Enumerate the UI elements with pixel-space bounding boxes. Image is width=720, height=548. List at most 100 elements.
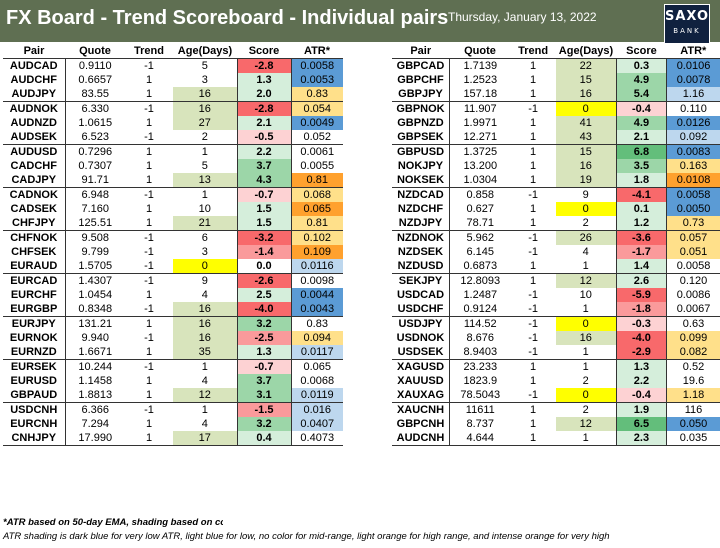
pair-cell: NOKJPY [392, 159, 450, 173]
quote-cell: 23.233 [463, 361, 498, 373]
age-cell: 16 [173, 316, 238, 331]
pair-cell: AUDNOK [3, 101, 66, 116]
quote-cell: 6.366 [81, 404, 110, 416]
trend-cell: 1 [530, 404, 537, 416]
score-cell: 0.4 [237, 431, 292, 446]
atr-cell: 0.050 [666, 417, 720, 431]
score-cell: 3.2 [237, 417, 292, 431]
atr-cell: 0.052 [291, 130, 343, 145]
atr-cell: 0.0055 [300, 160, 335, 172]
trend-cell: -1 [528, 332, 538, 344]
atr-cell: 0.73 [666, 216, 720, 231]
score-cell: 1.3 [616, 359, 668, 374]
atr-cell: 0.057 [666, 230, 720, 245]
score-cell: 5.4 [616, 87, 668, 102]
trend-cell: 1 [530, 74, 537, 86]
score-cell: 2.2 [616, 374, 668, 388]
score-cell: -0.7 [237, 359, 292, 374]
pair-cell: AUDCAD [3, 58, 66, 73]
score-cell: 3.5 [616, 159, 668, 173]
score-cell: 1.3 [237, 345, 292, 360]
trend-cell: -1 [510, 302, 556, 317]
age-cell: 12 [173, 388, 238, 403]
trend-cell: 1 [530, 146, 537, 158]
trend-cell: -1 [144, 332, 154, 344]
score-cell: -0.3 [616, 316, 668, 331]
trend-cell: 1 [530, 160, 537, 172]
score-cell: 1.4 [616, 259, 668, 274]
quote-cell: 12.8093 [460, 275, 501, 287]
table-row: NZDCHF 0.627 1 0 0.1 0.0050 [392, 202, 720, 216]
table-row: EURNOK 9.940 -1 16 -2.5 0.094 [3, 331, 343, 345]
trend-cell: 1 [125, 388, 173, 403]
trend-cell: -1 [528, 289, 538, 301]
quote-cell: 1.2523 [463, 74, 498, 86]
pair-cell: GBPSEK [392, 130, 450, 145]
age-cell: 2 [555, 402, 617, 417]
pair-cell: CHFSEK [3, 245, 66, 259]
quote-cell: 8.9403 [449, 345, 511, 360]
pair-cell: EURCAD [3, 273, 66, 288]
pair-cell: CADCHF [3, 159, 66, 173]
age-cell: 16 [555, 87, 617, 102]
pair-cell: GBPUSD [392, 144, 450, 159]
age-cell: 16 [173, 302, 238, 317]
page-title: FX Board - Trend Scoreboard - Individual… [6, 7, 449, 29]
table-row: XAUCNH 11611 1 2 1.9 116 [392, 402, 720, 417]
footnote-atr-shading: ATR shading is dark blue for very low AT… [3, 531, 610, 542]
table-row: USDCNH 6.366 -1 1 -1.5 0.016 [3, 402, 343, 417]
table-row: EURGBP 0.8348 -1 16 -4.0 0.0043 [3, 302, 343, 317]
trend-cell: 1 [145, 117, 153, 129]
quote-cell: 9.508 [81, 232, 110, 244]
age-cell: 2 [555, 216, 617, 231]
quote-cell: 0.7296 [78, 146, 113, 158]
score-cell: -2.6 [237, 273, 292, 288]
column-header-atr: ATR* [291, 43, 343, 59]
trend-cell: 1 [145, 203, 153, 215]
table-row: AUDSEK 6.523 -1 2 -0.5 0.052 [3, 130, 343, 145]
atr-cell: 0.81 [291, 216, 343, 231]
report-date: Thursday, January 13, 2022 [448, 10, 597, 24]
pair-cell: CHFNOK [3, 230, 66, 245]
atr-cell: 0.0058 [666, 259, 720, 274]
table-row: AUDCNH 4.644 1 1 2.3 0.035 [392, 431, 720, 446]
quote-cell: 6.523 [65, 130, 125, 145]
score-cell: 2.5 [237, 288, 292, 302]
trend-cell: 1 [145, 146, 153, 158]
age-cell: 4 [173, 374, 238, 388]
atr-cell: 0.054 [291, 101, 343, 116]
score-cell: -0.4 [616, 101, 668, 116]
score-cell: 2.1 [616, 130, 668, 145]
table-header-row: Pair Quote Trend Age(Days) Score ATR* [3, 43, 343, 59]
age-cell: 15 [555, 73, 617, 87]
age-cell: 9 [555, 187, 617, 202]
score-cell: -2.8 [237, 101, 292, 116]
age-cell: 12 [555, 417, 617, 431]
atr-cell: 0.0119 [291, 388, 343, 403]
table-row: USDJPY 114.52 -1 0 -0.3 0.63 [392, 316, 720, 331]
age-cell: 12 [555, 273, 617, 288]
pair-cell: CADNOK [3, 187, 66, 202]
pair-cell: GBPCNH [392, 417, 450, 431]
score-cell: 6.8 [616, 144, 668, 159]
age-cell: 27 [173, 116, 238, 130]
age-cell: 0 [555, 388, 617, 403]
logo-text-line2: BANK [673, 27, 701, 35]
column-header-trend: Trend [510, 43, 556, 59]
quote-cell: 131.21 [78, 318, 113, 330]
table-row: GBPSEK 12.271 1 43 2.1 0.092 [392, 130, 720, 145]
atr-cell: 116 [684, 404, 703, 416]
pair-cell: XAUUSD [392, 374, 450, 388]
pair-cell: EURUSD [3, 374, 66, 388]
quote-cell: 4.644 [449, 431, 511, 446]
pair-cell: AUDUSD [3, 144, 66, 159]
column-header-trend: Trend [125, 43, 173, 59]
quote-cell: 7.294 [81, 418, 110, 430]
atr-cell: 0.035 [666, 431, 720, 446]
atr-cell: 0.120 [679, 275, 708, 287]
trend-cell: 1 [510, 259, 556, 274]
age-cell: 0 [555, 202, 617, 216]
quote-cell: 1.1458 [78, 375, 113, 387]
atr-cell: 0.163 [666, 159, 720, 173]
score-cell: -1.7 [616, 245, 668, 259]
